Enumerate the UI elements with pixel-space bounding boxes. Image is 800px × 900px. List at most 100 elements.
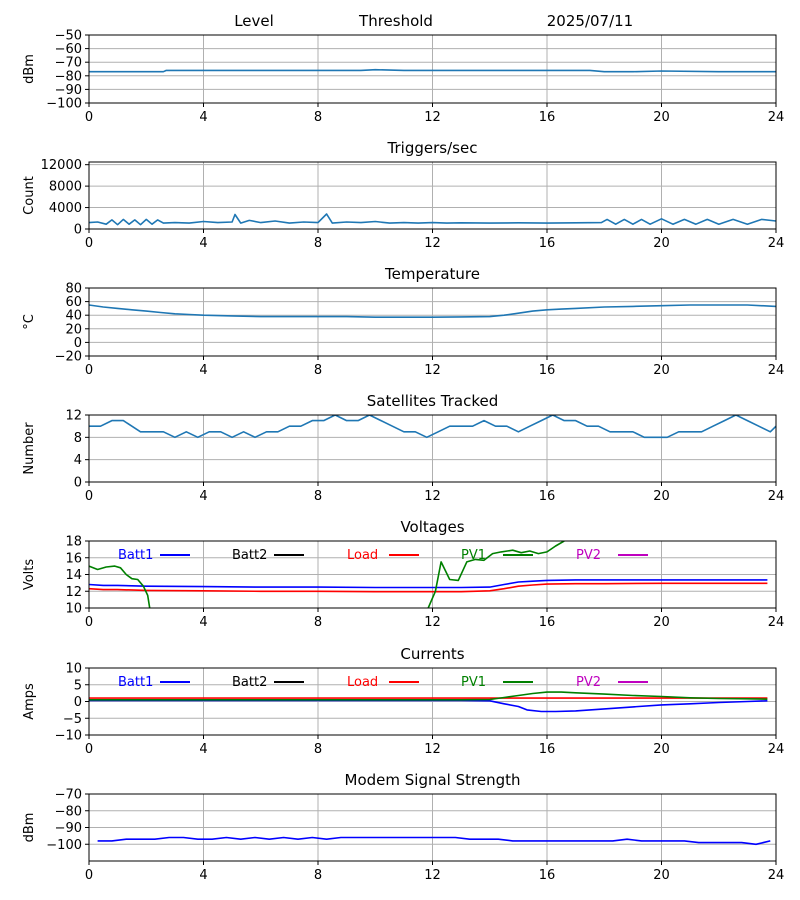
chart-title: Currents — [400, 645, 464, 663]
y-tick-label: 40 — [65, 309, 82, 324]
x-tick-label: 4 — [199, 868, 207, 883]
series-group — [89, 691, 768, 713]
x-tick-label: 24 — [768, 615, 785, 630]
x-tick-label: 20 — [653, 868, 670, 883]
y-tick-label: 0 — [74, 336, 82, 351]
x-tick-label: 8 — [314, 868, 322, 883]
y-tick-label: 60 — [65, 295, 82, 310]
x-tick-label: 4 — [199, 615, 207, 630]
x-tick-label: 24 — [768, 363, 785, 378]
y-tick-label: 12 — [65, 409, 82, 424]
x-tick-label: 16 — [539, 110, 556, 125]
x-tick-label: 4 — [199, 489, 207, 504]
x-tick-label: 20 — [653, 110, 670, 125]
legend-label-batt1: Batt1 — [118, 675, 153, 690]
y-tick-label: 8 — [74, 431, 82, 446]
legend-label-pv1: PV1 — [461, 675, 486, 690]
x-tick-label: 0 — [85, 363, 93, 378]
x-tick-label: 16 — [539, 868, 556, 883]
series-line-batt1 — [89, 579, 768, 589]
series-line-satellites — [89, 415, 776, 439]
y-tick-label: 12000 — [41, 158, 82, 173]
legend-label-load: Load — [347, 675, 378, 690]
legend-label-batt2: Batt2 — [232, 675, 267, 690]
y-tick-label: 5 — [74, 678, 82, 693]
series-line-temperature — [89, 304, 776, 318]
y-tick-label: 16 — [65, 551, 82, 566]
y-tick-label: −5 — [63, 712, 82, 727]
series-group — [89, 541, 768, 608]
x-tick-label: 12 — [424, 615, 441, 630]
chart-triggers: 0 4 8 12 16 20 24 0 4000 8000 12000 Triggers/sec Cou… — [22, 139, 784, 251]
y-tick-label: 20 — [65, 322, 82, 337]
y-tick-label: 12 — [65, 585, 82, 600]
x-tick-label: 16 — [539, 363, 556, 378]
y-tick-label: −10 — [55, 729, 82, 744]
x-tick-label: 24 — [768, 742, 785, 757]
y-tick-label: 80 — [65, 282, 82, 297]
legend-label-batt2: Batt2 — [232, 548, 267, 563]
legend-label-pv1: PV1 — [461, 548, 486, 563]
chart-title: Modem Signal Strength — [345, 771, 521, 789]
series-line-load — [89, 582, 768, 593]
legend-label-pv2: PV2 — [576, 548, 601, 563]
x-tick-label: 4 — [199, 363, 207, 378]
chart-satellites: 0 4 8 12 16 20 24 0 4 8 12 Satellites Tracked Number — [22, 392, 784, 504]
legend-label-batt1: Batt1 — [118, 548, 153, 563]
series-group — [97, 836, 771, 846]
y-tick-label: 10 — [65, 662, 82, 677]
x-tick-label: 8 — [314, 236, 322, 251]
y-axis-label: Volts — [22, 559, 37, 591]
x-tick-label: 12 — [424, 363, 441, 378]
series-group — [89, 68, 776, 73]
chart-level: 0 4 8 12 16 20 24 −100−90−80−70−60−50 dBm — [22, 29, 784, 126]
y-tick-label: 0 — [74, 476, 82, 491]
series-line-level — [89, 68, 776, 73]
chart-title: Temperature — [384, 265, 480, 283]
series-line-batt1 — [89, 699, 768, 713]
series-group — [89, 304, 776, 318]
chart-title: Triggers/sec — [387, 139, 478, 157]
y-axis-label: Amps — [22, 683, 37, 720]
x-tick-label: 12 — [424, 236, 441, 251]
x-tick-label: 0 — [85, 236, 93, 251]
y-tick-label: 4000 — [49, 201, 82, 216]
y-axis-label: °C — [22, 314, 37, 330]
series-line-pv1 — [89, 565, 151, 608]
x-tick-label: 12 — [424, 110, 441, 125]
x-tick-label: 16 — [539, 489, 556, 504]
x-tick-label: 0 — [85, 742, 93, 757]
x-tick-label: 24 — [768, 868, 785, 883]
y-tick-label: −70 — [55, 788, 82, 803]
y-tick-label: −100 — [46, 97, 82, 112]
y-tick-label: −20 — [55, 350, 82, 365]
y-tick-label: −50 — [55, 29, 82, 44]
y-tick-label: 4 — [74, 453, 82, 468]
x-tick-label: 24 — [768, 236, 785, 251]
series-line-pv1 — [89, 691, 768, 701]
y-tick-label: 8000 — [49, 180, 82, 195]
y-tick-label: −100 — [46, 838, 82, 853]
y-tick-label: −70 — [55, 56, 82, 71]
legend-label-load: Load — [347, 548, 378, 563]
x-tick-label: 8 — [314, 615, 322, 630]
x-tick-label: 16 — [539, 615, 556, 630]
chart-modem: 0 4 8 12 16 20 24 −100 −90 −80−70 Modem Signal Str… — [22, 771, 784, 883]
x-tick-label: 4 — [199, 110, 207, 125]
series-group — [89, 415, 776, 439]
y-tick-label: −90 — [55, 821, 82, 836]
y-tick-label: −90 — [55, 83, 82, 98]
y-tick-label: 0 — [74, 695, 82, 710]
x-tick-label: 4 — [199, 236, 207, 251]
y-axis-label: Count — [22, 176, 37, 215]
x-tick-label: 24 — [768, 110, 785, 125]
x-tick-label: 20 — [653, 236, 670, 251]
x-tick-label: 20 — [653, 615, 670, 630]
y-tick-label: −80 — [55, 69, 82, 84]
y-tick-label: −60 — [55, 42, 82, 57]
x-tick-label: 20 — [653, 363, 670, 378]
